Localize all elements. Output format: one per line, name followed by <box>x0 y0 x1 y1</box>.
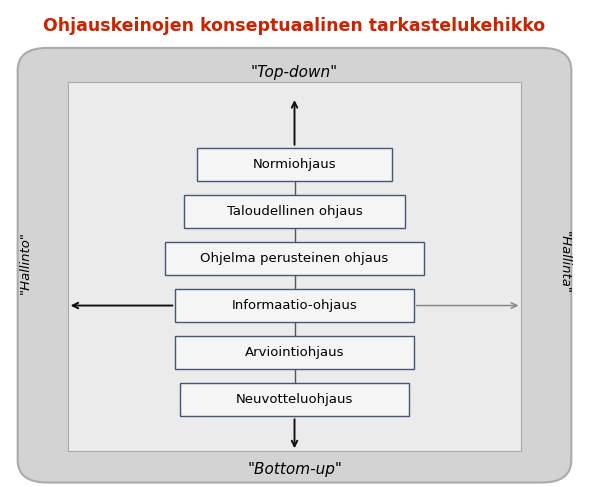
Text: "Hallinta": "Hallinta" <box>558 231 571 295</box>
Text: Taloudellinen ohjaus: Taloudellinen ohjaus <box>227 205 362 218</box>
Text: Normiohjaus: Normiohjaus <box>253 158 336 171</box>
Bar <box>176 336 413 369</box>
Text: Arviointiohjaus: Arviointiohjaus <box>245 346 344 359</box>
Bar <box>165 242 424 275</box>
Bar <box>197 148 392 181</box>
Text: Ohjauskeinojen konseptuaalinen tarkastelukehikko: Ohjauskeinojen konseptuaalinen tarkastel… <box>44 17 545 35</box>
Text: "Hallinto": "Hallinto" <box>18 231 31 295</box>
Bar <box>68 81 521 451</box>
Bar <box>184 195 405 228</box>
Text: Ohjelma perusteinen ohjaus: Ohjelma perusteinen ohjaus <box>200 252 389 265</box>
Text: Neuvotteluohjaus: Neuvotteluohjaus <box>236 393 353 406</box>
Bar <box>180 383 409 416</box>
Text: Informaatio-ohjaus: Informaatio-ohjaus <box>231 299 358 312</box>
Bar <box>176 289 413 322</box>
Text: "Top-down": "Top-down" <box>251 65 338 80</box>
FancyBboxPatch shape <box>18 48 571 483</box>
Text: "Bottom-up": "Bottom-up" <box>247 462 342 477</box>
